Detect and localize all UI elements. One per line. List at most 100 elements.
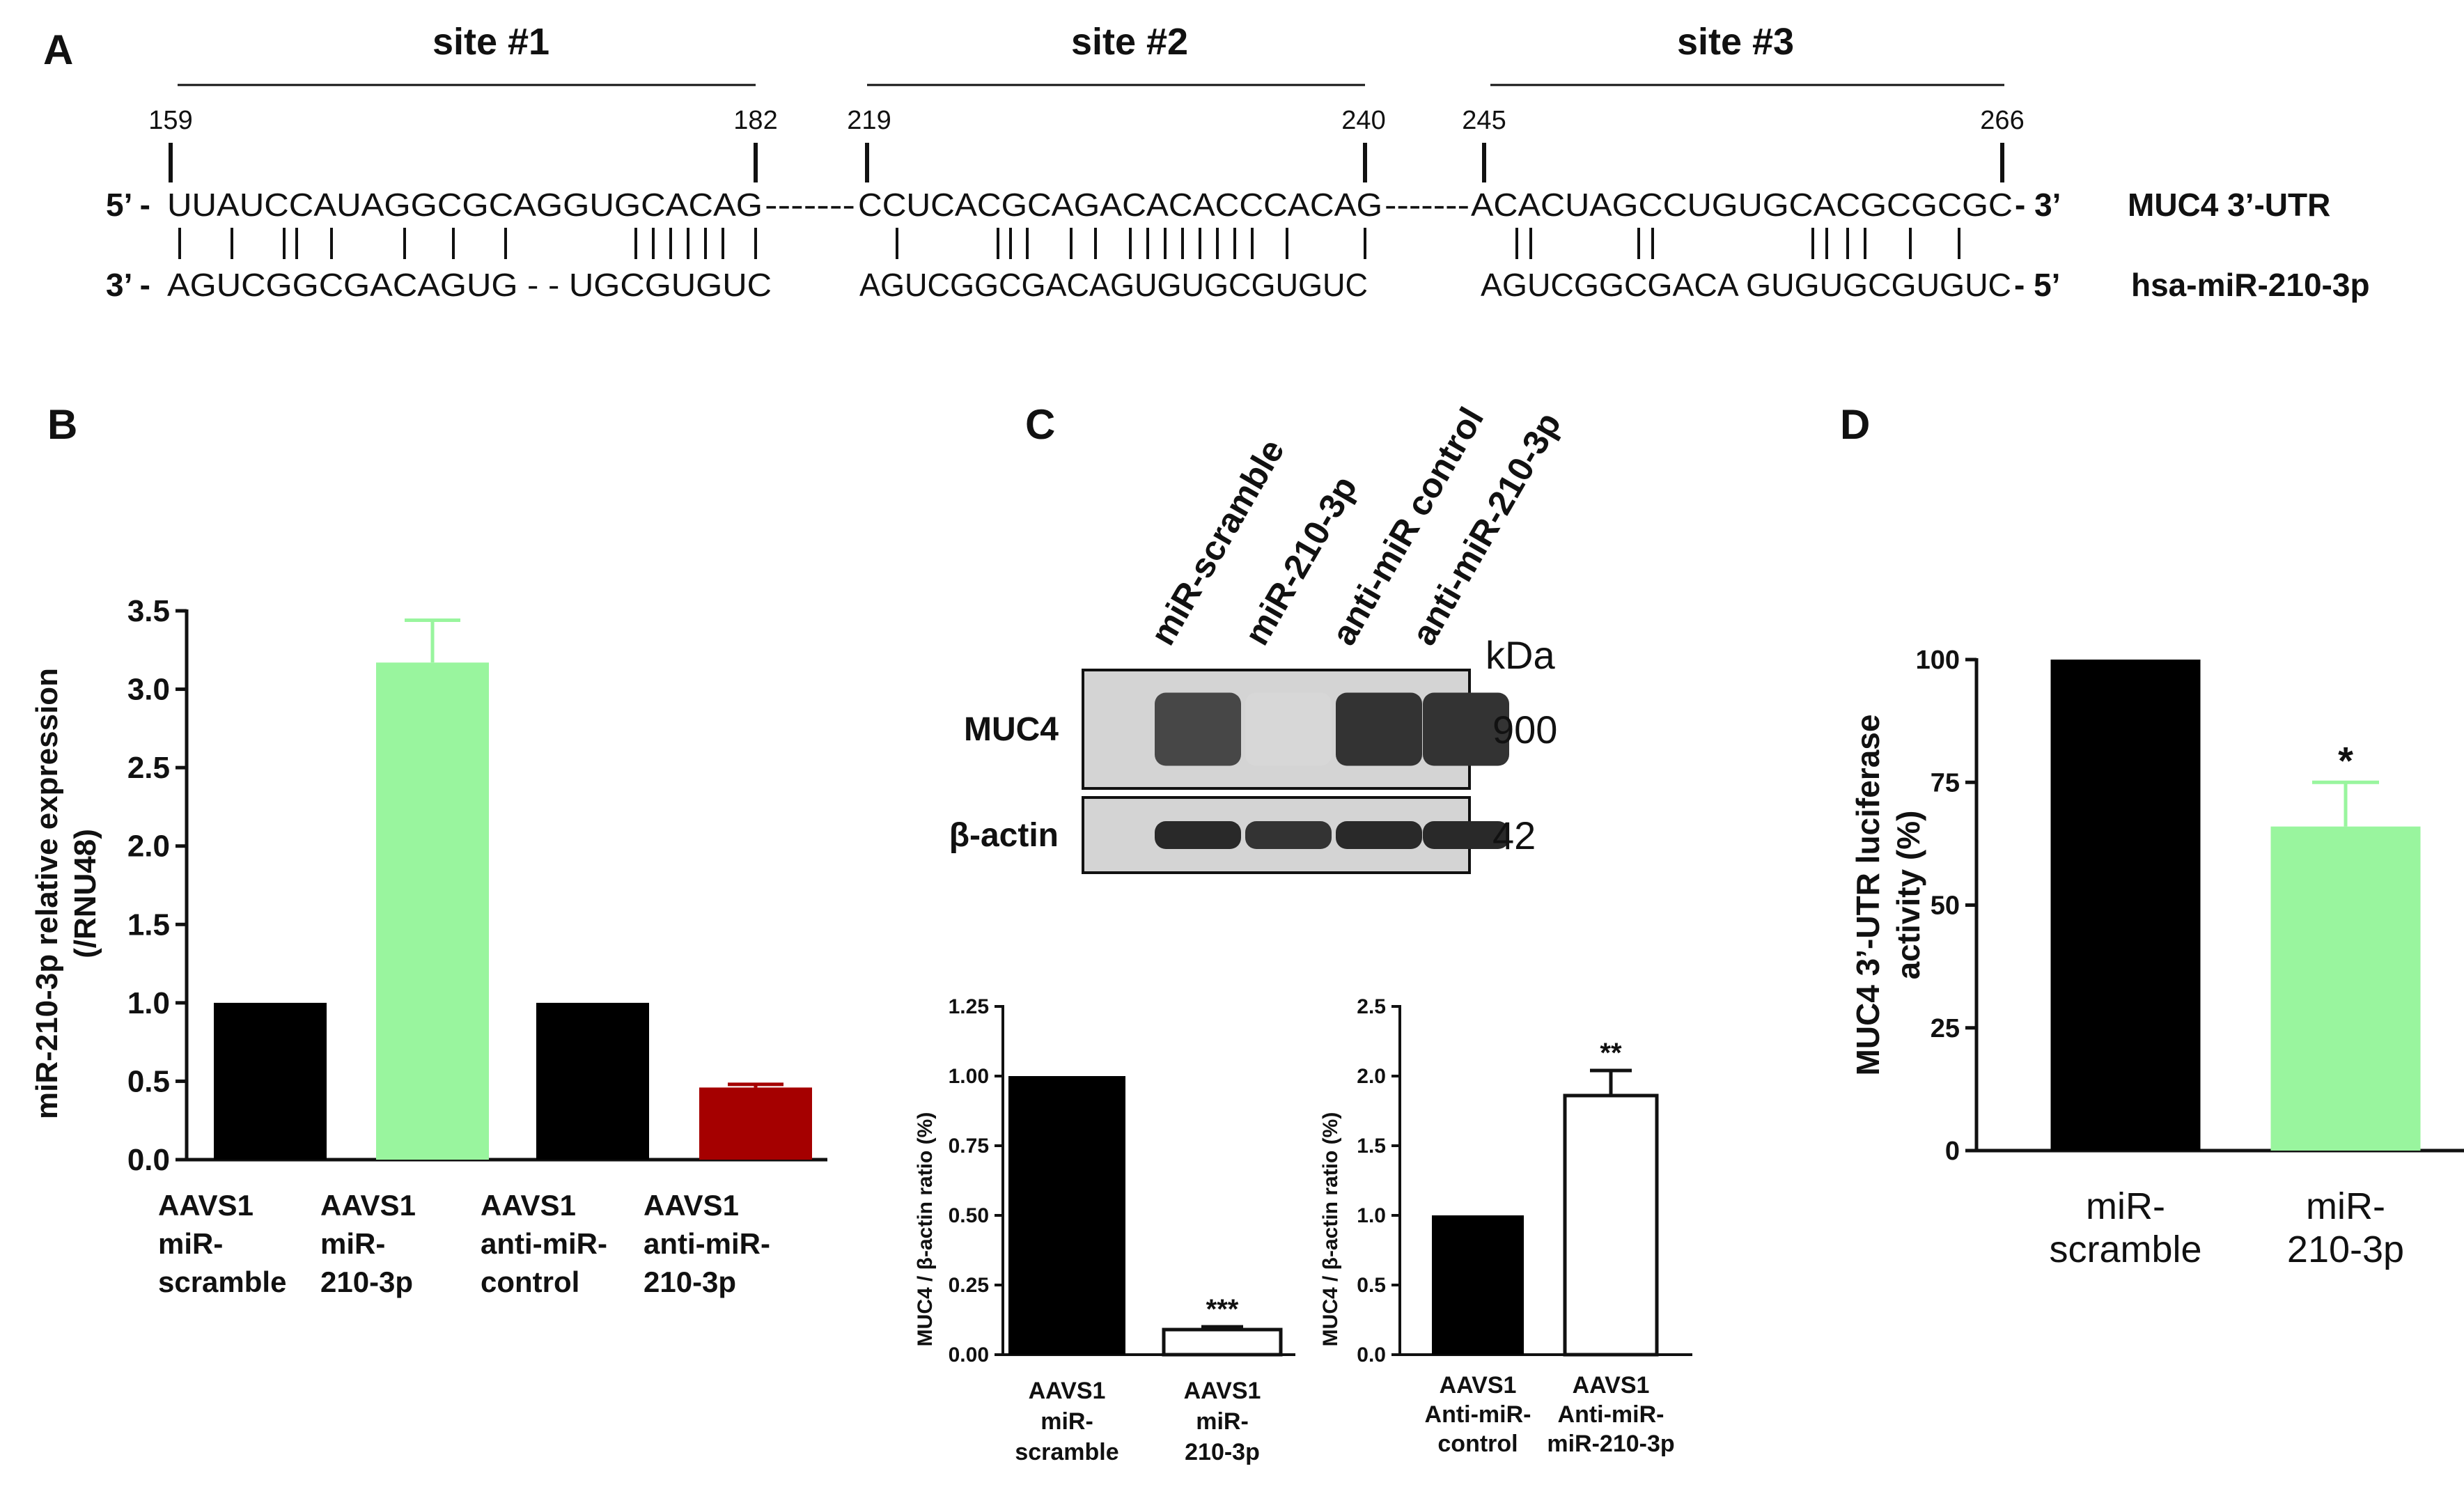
- category-label: AAVS1: [644, 1189, 739, 1222]
- category-label: miR-: [1040, 1408, 1093, 1435]
- y-tick-label: 0: [1945, 1137, 1960, 1166]
- chart-c2: 0.00.51.01.52.02.5AAVS1Anti-miR-control*…: [1357, 995, 1692, 1457]
- category-label: miR-: [320, 1227, 385, 1260]
- panel-label-b: B: [47, 401, 77, 448]
- linker-2: -------: [1385, 187, 1469, 223]
- panel-label-a: A: [43, 26, 73, 73]
- chart-d-ylabel-1: MUC4 3’-UTR luciferase: [1850, 715, 1886, 1076]
- y-tick-label: 25: [1931, 1014, 1960, 1043]
- category-label: control: [481, 1266, 579, 1298]
- panel-d: D MUC4 3’-UTR luciferase activity (%) 0 2…: [1840, 401, 2464, 1270]
- mrna-5prime-label: 5’ -: [106, 187, 150, 223]
- y-tick-label: 1.5: [1357, 1135, 1386, 1158]
- y-tick-label: 1.0: [1357, 1204, 1386, 1227]
- lane-label: anti-miR-210-3p: [1404, 406, 1568, 652]
- mirna-3prime-label: 3’ -: [106, 267, 150, 303]
- category-label: AAVS1: [1573, 1372, 1650, 1399]
- blot-band: [1336, 821, 1422, 849]
- mirna-5prime-label: - 5’: [2014, 267, 2060, 303]
- y-tick-label: 1.5: [127, 908, 170, 942]
- panel-label-d: D: [1840, 401, 1870, 448]
- mirna-name: hsa-miR-210-3p: [2131, 267, 2370, 303]
- blot-band: [1155, 692, 1241, 766]
- site-3-mrna-sequence: ACACUAGCCUGUGCACGCGCGC: [1471, 187, 2013, 223]
- site-3-start: 245: [1462, 106, 1506, 135]
- category-label: AAVS1: [1029, 1378, 1106, 1404]
- y-tick-label: 75: [1931, 768, 1960, 797]
- y-tick-label: 3.5: [127, 594, 170, 628]
- blot-size-label: 900: [1492, 708, 1557, 752]
- site-1-mirna-sequence: AGUCGGCGACAGUG - - UGCGUGUC: [167, 267, 772, 303]
- chart-b-ylabel-2: (/RNU48): [68, 829, 102, 958]
- category-label: 210-3p: [2287, 1229, 2404, 1270]
- category-label: Anti-miR-: [1558, 1401, 1664, 1428]
- site-2-end: 240: [1341, 106, 1385, 135]
- kda-unit-label: kDa: [1486, 633, 1555, 677]
- bar: [699, 1087, 812, 1160]
- bar: [1162, 1328, 1283, 1357]
- site-2-label: site #2: [1071, 21, 1188, 63]
- category-label: miR-: [2306, 1185, 2385, 1227]
- site-1-mrna-sequence: UUAUCCAUAGGCGCAGGUGCACAG: [167, 187, 763, 223]
- chart-c2-ylabel: MUC4 / β-actin ratio (%): [1319, 1112, 1342, 1347]
- site-1-end: 182: [733, 106, 777, 135]
- category-label: 210-3p: [320, 1266, 413, 1298]
- chart-d-ylabel-2: activity (%): [1890, 811, 1926, 980]
- chart-b-ylabel-1: miR-210-3p relative expression: [30, 668, 64, 1119]
- y-tick-label: 0.75: [949, 1135, 989, 1158]
- category-label: scramble: [158, 1266, 286, 1298]
- mrna-name: MUC4 3’-UTR: [2128, 187, 2330, 223]
- category-label: 210-3p: [644, 1266, 736, 1298]
- category-label: scramble: [1015, 1439, 1118, 1465]
- site-2-mrna-sequence: CCUCACGCAGACACACCCACAG: [858, 187, 1382, 223]
- site-2-start: 219: [847, 106, 891, 135]
- y-tick-label: 1.0: [127, 986, 170, 1020]
- significance-label: *: [2338, 738, 2353, 782]
- y-tick-label: 100: [1916, 646, 1960, 675]
- bar: [536, 1002, 649, 1160]
- blot-band: [1245, 821, 1332, 849]
- site-2-mirna-sequence: AGUCGGCGACAGUGUGCGUGUC: [859, 267, 1368, 303]
- bar: [376, 662, 489, 1160]
- y-tick-label: 0.50: [949, 1204, 989, 1227]
- y-tick-label: 0.00: [949, 1344, 989, 1367]
- category-label: 210-3p: [1185, 1439, 1260, 1465]
- chart-c1: 0.00 0.25 0.50 0.75 1.00 1.25 AAVS1 miR-scrambl…: [949, 995, 1295, 1465]
- panel-b: B miR-210-3p relative expression (/RNU48…: [30, 401, 827, 1298]
- significance-label: **: [1600, 1038, 1622, 1068]
- category-label: AAVS1: [1184, 1378, 1261, 1404]
- y-tick-label: 0.0: [1357, 1344, 1386, 1367]
- y-tick-label: 0.0: [127, 1143, 170, 1177]
- blot-band: [1423, 692, 1509, 766]
- y-tick-label: 1.25: [949, 995, 989, 1018]
- panel-a: A site #1 site #2 site #3 159 182 219 24…: [43, 21, 2370, 303]
- category-label: miR-: [1196, 1408, 1249, 1435]
- category-label: miR-: [158, 1227, 223, 1260]
- y-tick-label: 0.25: [949, 1274, 989, 1297]
- bar: [2050, 660, 2201, 1151]
- site-3-label: site #3: [1677, 21, 1794, 63]
- bar: [2270, 826, 2421, 1151]
- blot-row-label: MUC4: [964, 711, 1059, 748]
- blot-band: [1155, 821, 1241, 849]
- bar: [214, 1002, 327, 1160]
- blot-size-label: 42: [1492, 813, 1536, 857]
- bar: [1008, 1076, 1125, 1355]
- y-tick-label: 2.0: [1357, 1065, 1386, 1088]
- mrna-3prime-label: - 3’: [2015, 187, 2061, 223]
- category-label: miR-: [2086, 1185, 2165, 1227]
- y-tick-label: 3.0: [127, 673, 170, 707]
- site-1-label: site #1: [432, 21, 549, 63]
- bar: [1563, 1093, 1659, 1357]
- site-3-end: 266: [1980, 106, 2024, 135]
- y-tick-label: 2.5: [127, 751, 170, 785]
- y-tick-label: 2.5: [1357, 995, 1386, 1018]
- y-tick-label: 50: [1931, 892, 1960, 921]
- category-label: scramble: [2049, 1229, 2201, 1270]
- chart-c1-ylabel: MUC4 / β-actin ratio (%): [914, 1112, 937, 1347]
- blot-band: [1336, 692, 1422, 766]
